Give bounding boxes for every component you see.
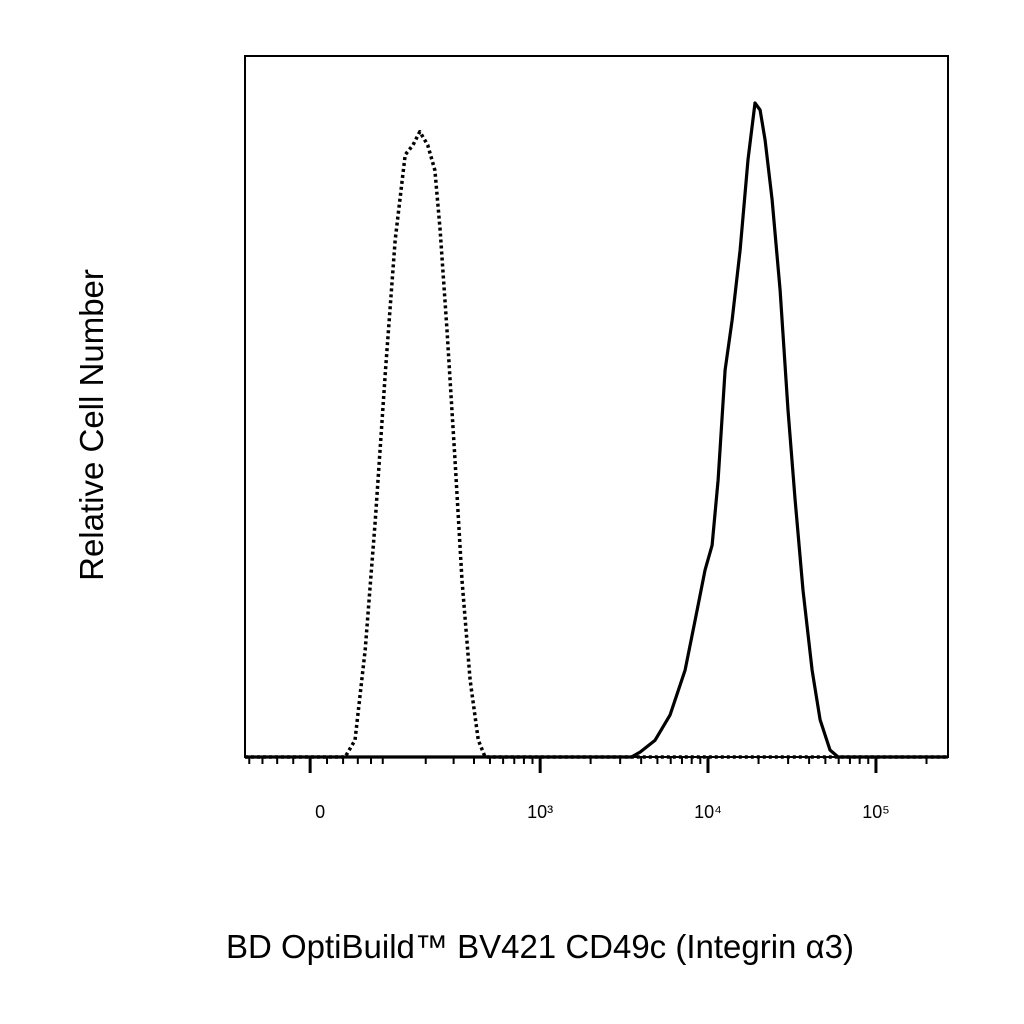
x-tick-label: 10⁵ (862, 802, 889, 822)
histogram-line (245, 129, 948, 759)
histogram-line (245, 101, 948, 759)
x-tick-label: 0 (315, 802, 325, 822)
x-tick-label: 10⁴ (694, 802, 722, 822)
x-tick-label: 10³ (527, 802, 553, 822)
y-axis-label: Relative Cell Number (73, 269, 110, 581)
plot-frame (244, 55, 949, 758)
x-axis-label: BD OptiBuild™ BV421 CD49c (Integrin α3) (226, 928, 854, 965)
